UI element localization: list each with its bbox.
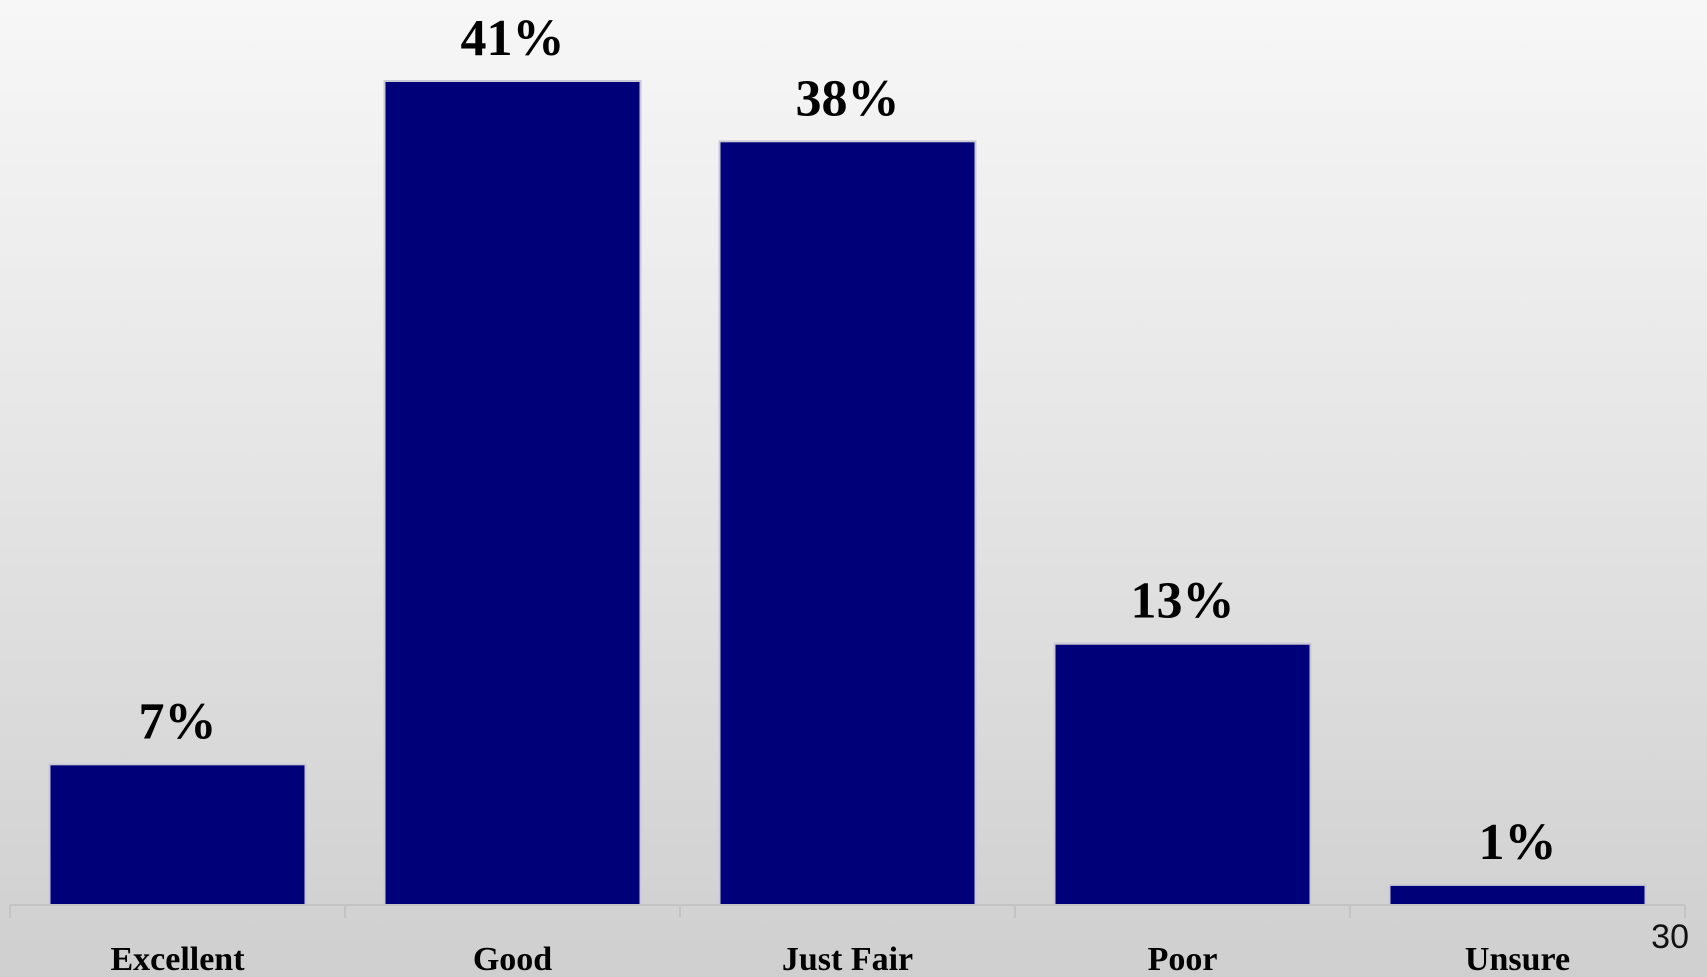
data-label-unsure: 1% — [1479, 814, 1557, 871]
category-label-poor: Poor — [1148, 941, 1218, 977]
bar-good — [383, 80, 642, 906]
category-label-unsure: Unsure — [1465, 941, 1570, 977]
bar-just-fair — [718, 140, 977, 907]
data-label-excellent: 7% — [139, 693, 217, 750]
data-labels-layer: 7% 41% 38% 13% 1% — [139, 10, 1557, 871]
category-labels-layer: Excellent Good Just Fair Poor Unsure — [110, 941, 1570, 977]
category-label-excellent: Excellent — [110, 941, 245, 977]
data-label-poor: 13% — [1131, 573, 1235, 630]
data-label-just-fair: 38% — [796, 70, 900, 127]
category-label-good: Good — [473, 941, 552, 977]
x-axis — [9, 904, 1686, 918]
bar-poor — [1053, 642, 1312, 906]
page-number: 30 — [1651, 918, 1689, 956]
bar-excellent — [48, 763, 307, 906]
category-label-just-fair: Just Fair — [782, 941, 913, 977]
bar-unsure — [1388, 883, 1647, 907]
data-label-good: 41% — [461, 10, 565, 67]
bars-layer — [48, 80, 1647, 907]
